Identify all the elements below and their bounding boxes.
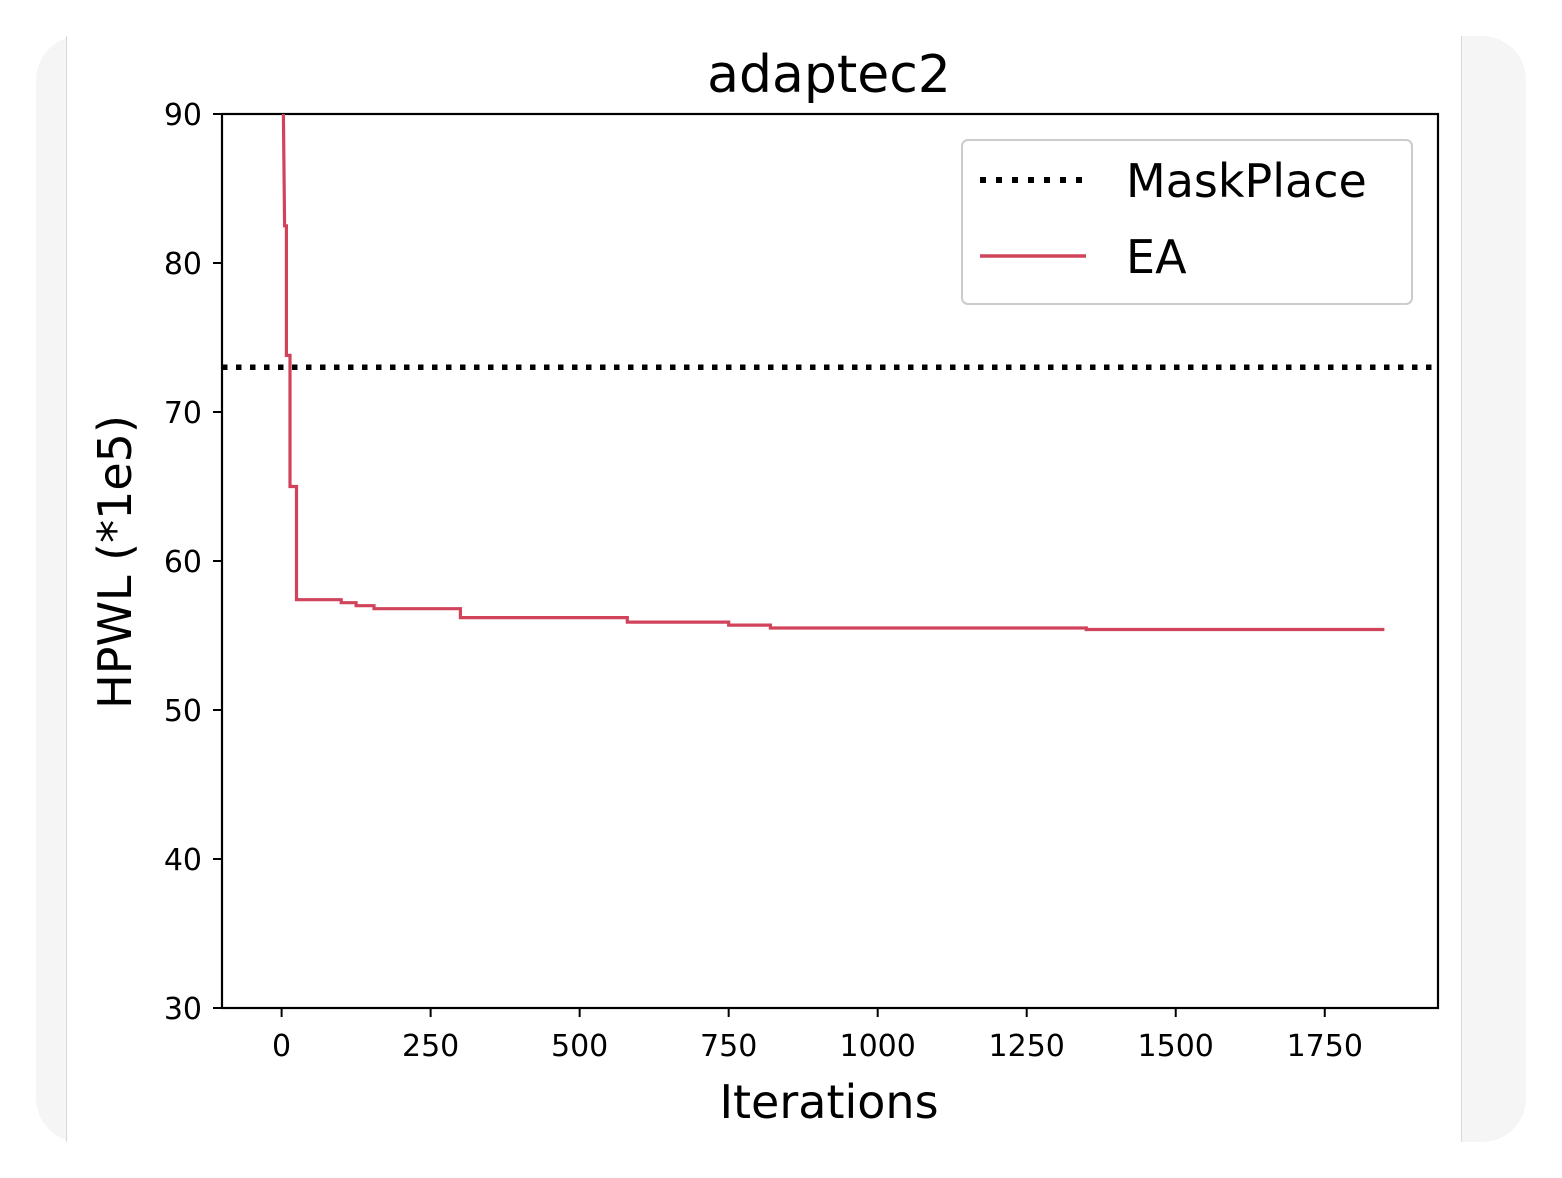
x-axis-label: Iterations [719,1075,938,1129]
x-tick-label: 0 [272,1029,291,1064]
x-tick-label: 1250 [989,1029,1065,1064]
legend: MaskPlace EA [961,139,1413,305]
legend-box [961,139,1413,305]
series-group [222,113,1438,632]
x-tick-label: 1500 [1138,1029,1214,1064]
series-line-ea [281,113,1385,632]
y-tick-label: 50 [164,694,202,729]
x-tick-label: 1750 [1287,1029,1363,1064]
x-tick-label: 250 [402,1029,459,1064]
y-tick-label: 70 [164,396,202,431]
legend-label: EA [1126,230,1187,284]
x-tick-label: 500 [551,1029,608,1064]
legend-label: MaskPlace [1126,154,1367,208]
y-tick-label: 80 [164,247,202,282]
y-axis-label: HPWL (*1e5) [88,415,142,709]
chart-title: adaptec2 [707,45,951,105]
y-tick-label: 90 [164,98,202,133]
y-tick-label: 40 [164,843,202,878]
axes: 0 250 500 750 1000 1250 1500 1750 30 40 50 60 70 80 90 [164,98,1440,1064]
x-tick-label: 1000 [840,1029,916,1064]
y-tick-label: 60 [164,545,202,580]
y-tick-label: 30 [164,992,202,1027]
x-tick-label: 750 [700,1029,757,1064]
